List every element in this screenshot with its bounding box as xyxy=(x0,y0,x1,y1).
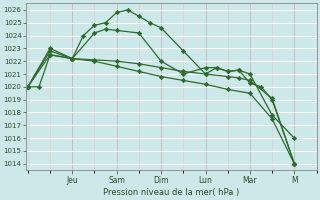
X-axis label: Pression niveau de la mer( hPa ): Pression niveau de la mer( hPa ) xyxy=(103,188,239,197)
